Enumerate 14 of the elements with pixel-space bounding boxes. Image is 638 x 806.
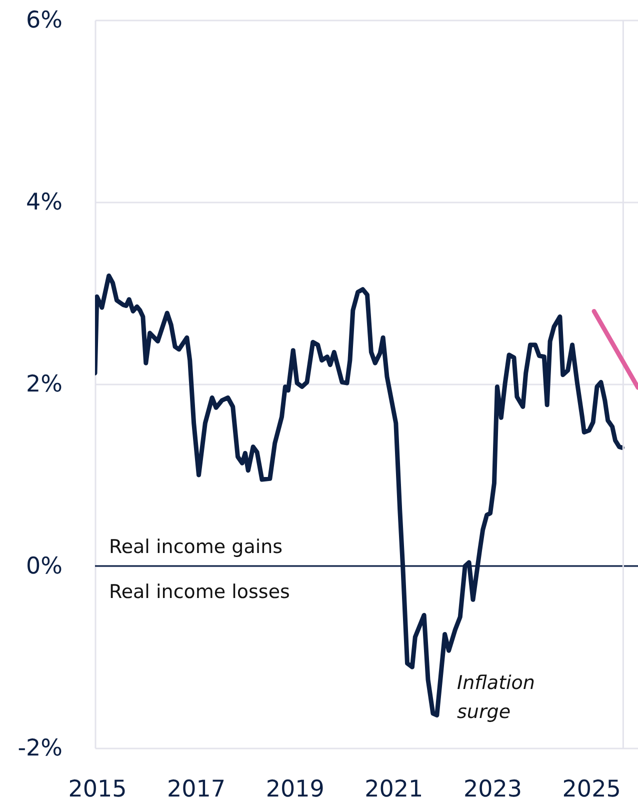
y-tick-label: 4% (26, 190, 62, 216)
x-tick-label: 2017 (167, 776, 226, 802)
x-tick-label: 2021 (364, 776, 424, 802)
annotation: Real income losses (109, 581, 290, 603)
x-tick-label: 2019 (266, 776, 324, 802)
annotation: Real income gains (109, 536, 283, 558)
y-tick-label: -2% (18, 736, 62, 762)
y-tick-label: 0% (26, 554, 62, 580)
x-tick-label: 2015 (68, 776, 127, 802)
x-tick-label: 2023 (463, 776, 522, 802)
annotation: Inflation surge (457, 672, 535, 723)
y-tick-label: 6% (26, 8, 62, 34)
x-tick-label: 2025 (562, 776, 621, 802)
y-tick-label: 2% (26, 372, 62, 398)
